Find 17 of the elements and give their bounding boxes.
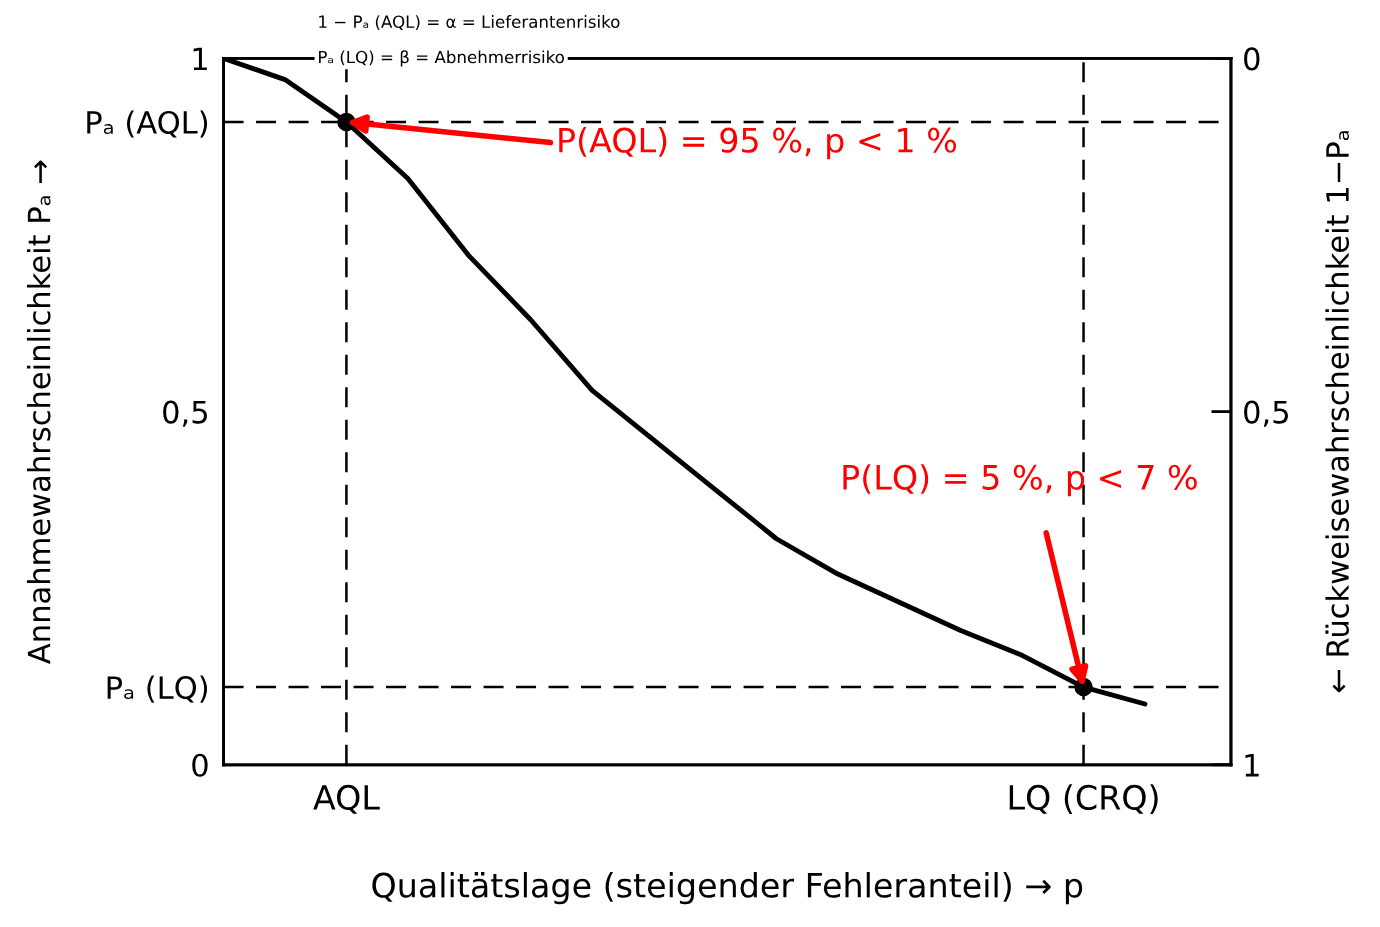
- y2-tick-label: 0: [1244, 47, 1260, 71]
- y2-tick-label: 1: [1245, 754, 1259, 777]
- annotation: P(LQ) = 5 %, p < 7 %: [843, 464, 1197, 497]
- y2-tick-label: 0,5: [1244, 400, 1288, 427]
- y-tick-label: 0,5: [163, 400, 207, 427]
- text: 1 − Pₐ (AQL) = α = Lieferantenrisiko: [319, 15, 620, 30]
- y-axis-title: Annahmewahrscheinlichkeit Pₐ →: [26, 160, 51, 664]
- y-tick-label: Pₐ (AQL): [87, 110, 208, 138]
- x-axis-title: Qualitätslage (steigender Fehleranteil) → p: [372, 872, 1083, 905]
- y2-axis-title: ← Rückweisewahrscheinlichkeit 1−Pₐ: [1325, 131, 1350, 693]
- annotation: P(AQL) = 95 %, p < 1 %: [559, 127, 957, 160]
- annotation: Pₐ (LQ) = β = Abnehmerrisiko: [319, 50, 564, 67]
- x-tick-label: AQL: [313, 784, 380, 814]
- y-tick-label: 1: [193, 47, 207, 71]
- y-tick-label: Pₐ (LQ): [107, 675, 208, 703]
- x-tick-label: LQ (CRQ): [1009, 784, 1158, 814]
- y-tick-label: 0: [192, 753, 208, 777]
